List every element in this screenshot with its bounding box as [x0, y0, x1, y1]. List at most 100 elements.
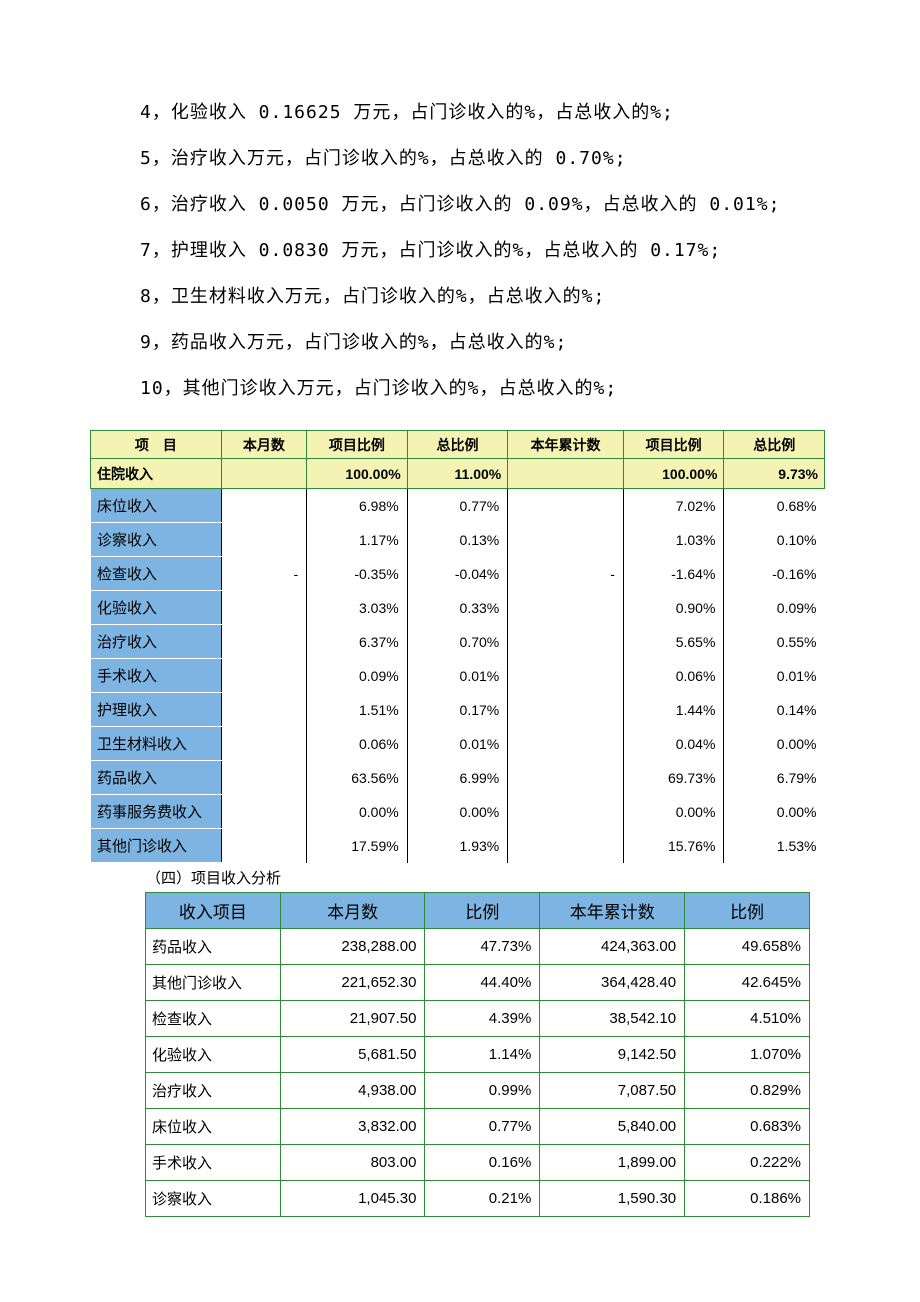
document-page: 4，化验收入 0.16625 万元，占门诊收入的%，占总收入的%; 5，治疗收入…: [0, 0, 920, 1277]
col-ratio2: 比例: [685, 893, 810, 929]
row-cell: [508, 829, 624, 863]
summary-cell: 9.73%: [724, 459, 825, 489]
summary-row: 住院收入 100.00% 11.00% 100.00% 9.73%: [91, 459, 825, 489]
row-label: 检查收入: [91, 557, 222, 591]
summary-cell: [508, 459, 624, 489]
table-row: 手术收入0.09%0.01%0.06%0.01%: [91, 659, 825, 693]
row-cell: -1.64%: [623, 557, 724, 591]
summary-cell: 11.00%: [407, 459, 508, 489]
row-label: 其他门诊收入: [91, 829, 222, 863]
row-cell: 0.00%: [724, 795, 825, 829]
row-cell: 0.99%: [425, 1073, 540, 1109]
col-itemrat2: 项目比例: [623, 431, 724, 459]
row-cell: 0.33%: [407, 591, 508, 625]
col-totrat2: 总比例: [724, 431, 825, 459]
row-cell: 3,832.00: [280, 1109, 425, 1145]
row-label: 治疗收入: [91, 625, 222, 659]
table-row: 药事服务费收入0.00%0.00%0.00%0.00%: [91, 795, 825, 829]
col-item: 收入项目: [146, 893, 281, 929]
row-cell: 803.00: [280, 1145, 425, 1181]
table-header-row: 收入项目 本月数 比例 本年累计数 比例: [146, 893, 810, 929]
row-label: 药品收入: [146, 929, 281, 965]
row-cell: [221, 829, 306, 863]
row-cell: 0.55%: [724, 625, 825, 659]
row-cell: 0.90%: [623, 591, 724, 625]
row-cell: 1.14%: [425, 1037, 540, 1073]
row-cell: 1,045.30: [280, 1181, 425, 1217]
section-heading: （四）项目收入分析: [146, 867, 830, 888]
row-cell: 4,938.00: [280, 1073, 425, 1109]
row-cell: 0.21%: [425, 1181, 540, 1217]
table-row: 诊察收入1,045.300.21%1,590.300.186%: [146, 1181, 810, 1217]
row-cell: -: [221, 557, 306, 591]
row-cell: [221, 591, 306, 625]
item-income-table: 收入项目 本月数 比例 本年累计数 比例 药品收入238,288.0047.73…: [145, 892, 810, 1217]
row-cell: -: [508, 557, 624, 591]
row-cell: [221, 489, 306, 523]
row-label: 药事服务费收入: [91, 795, 222, 829]
row-label: 床位收入: [91, 489, 222, 523]
row-cell: 0.77%: [425, 1109, 540, 1145]
summary-cell: 100.00%: [307, 459, 408, 489]
row-cell: 1,899.00: [540, 1145, 685, 1181]
table-row: 检查收入21,907.504.39%38,542.104.510%: [146, 1001, 810, 1037]
col-itemrat: 项目比例: [307, 431, 408, 459]
row-cell: 0.683%: [685, 1109, 810, 1145]
row-cell: 7.02%: [623, 489, 724, 523]
row-cell: [508, 489, 624, 523]
col-totrat: 总比例: [407, 431, 508, 459]
row-cell: 21,907.50: [280, 1001, 425, 1037]
row-label: 化验收入: [91, 591, 222, 625]
table-row: 治疗收入6.37%0.70%5.65%0.55%: [91, 625, 825, 659]
row-cell: 0.186%: [685, 1181, 810, 1217]
row-cell: 0.01%: [407, 659, 508, 693]
row-cell: 0.00%: [724, 727, 825, 761]
row-cell: 5,681.50: [280, 1037, 425, 1073]
table-row: 药品收入238,288.0047.73%424,363.0049.658%: [146, 929, 810, 965]
row-cell: [508, 659, 624, 693]
table-row: 化验收入3.03%0.33%0.90%0.09%: [91, 591, 825, 625]
row-cell: [221, 727, 306, 761]
table-row: 床位收入6.98%0.77%7.02%0.68%: [91, 489, 825, 523]
row-cell: 15.76%: [623, 829, 724, 863]
table-row: 检查收入--0.35%-0.04%--1.64%-0.16%: [91, 557, 825, 591]
row-cell: 9,142.50: [540, 1037, 685, 1073]
row-cell: 238,288.00: [280, 929, 425, 965]
row-cell: 0.09%: [724, 591, 825, 625]
row-cell: 5,840.00: [540, 1109, 685, 1145]
row-cell: 0.68%: [724, 489, 825, 523]
paragraph: 6，治疗收入 0.0050 万元，占门诊收入的 0.09%，占总收入的 0.01…: [140, 182, 830, 228]
row-cell: 6.99%: [407, 761, 508, 795]
row-cell: 0.00%: [623, 795, 724, 829]
row-label: 手术收入: [91, 659, 222, 693]
row-label: 治疗收入: [146, 1073, 281, 1109]
table-row: 化验收入5,681.501.14%9,142.501.070%: [146, 1037, 810, 1073]
row-cell: 38,542.10: [540, 1001, 685, 1037]
summary-label: 住院收入: [91, 459, 222, 489]
table-row: 其他门诊收入221,652.3044.40%364,428.4042.645%: [146, 965, 810, 1001]
row-cell: 0.70%: [407, 625, 508, 659]
row-cell: 0.09%: [307, 659, 408, 693]
row-cell: 1.070%: [685, 1037, 810, 1073]
table-row: 治疗收入4,938.000.99%7,087.500.829%: [146, 1073, 810, 1109]
row-cell: 0.01%: [407, 727, 508, 761]
row-label: 化验收入: [146, 1037, 281, 1073]
row-cell: 0.222%: [685, 1145, 810, 1181]
row-label: 卫生材料收入: [91, 727, 222, 761]
row-cell: [508, 795, 624, 829]
table-row: 诊察收入1.17%0.13%1.03%0.10%: [91, 523, 825, 557]
row-cell: 0.16%: [425, 1145, 540, 1181]
row-cell: 42.645%: [685, 965, 810, 1001]
row-label: 药品收入: [91, 761, 222, 795]
row-cell: 63.56%: [307, 761, 408, 795]
row-label: 诊察收入: [146, 1181, 281, 1217]
row-cell: 1.03%: [623, 523, 724, 557]
row-cell: 0.14%: [724, 693, 825, 727]
row-cell: 7,087.50: [540, 1073, 685, 1109]
row-cell: 4.510%: [685, 1001, 810, 1037]
row-cell: [508, 761, 624, 795]
row-cell: [508, 591, 624, 625]
row-cell: 0.06%: [623, 659, 724, 693]
paragraph: 4，化验收入 0.16625 万元，占门诊收入的%，占总收入的%;: [140, 90, 830, 136]
col-month: 本月数: [280, 893, 425, 929]
